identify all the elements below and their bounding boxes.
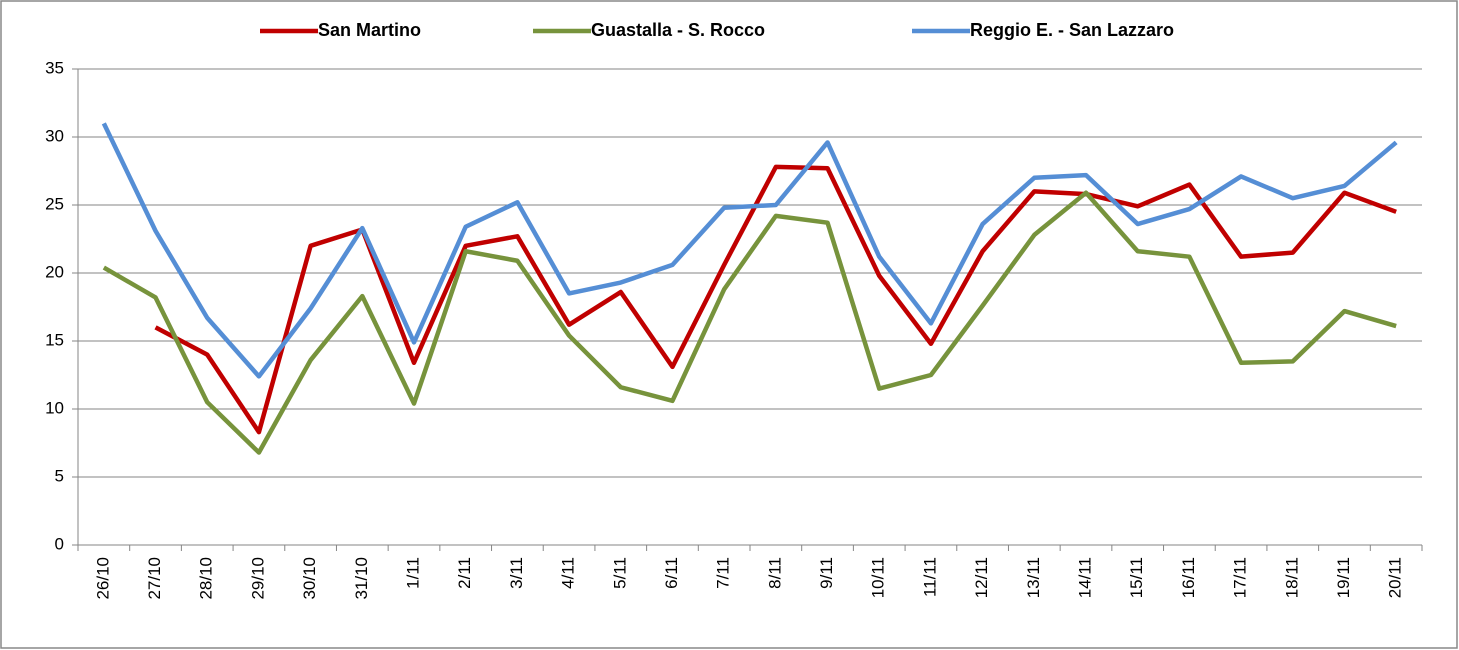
line-series [101, 122, 1398, 379]
x-tick-label: 14/11 [1075, 557, 1094, 598]
y-tick-label: 0 [55, 534, 64, 553]
x-tick-label: 16/11 [1179, 557, 1198, 598]
legend-text: Guastalla - S. Rocco [591, 20, 765, 40]
x-tick-label: 11/11 [920, 557, 939, 597]
x-tick-label: 31/10 [352, 557, 371, 600]
x-tick-label: 27/10 [145, 557, 164, 600]
x-tick-label: 15/11 [1127, 557, 1146, 598]
x-tick-label: 17/11 [1231, 557, 1250, 598]
y-tick-label: 30 [45, 126, 64, 145]
x-tick-label: 2/11 [455, 557, 474, 589]
x-tick-label: 29/10 [248, 557, 267, 600]
legend-text: Reggio E. - San Lazzaro [970, 20, 1174, 40]
x-tick-label: 26/10 [93, 557, 112, 600]
y-tick-label: 25 [45, 194, 64, 213]
line-series [102, 190, 1397, 455]
x-tick-label: 18/11 [1282, 557, 1301, 598]
x-tick-label: 7/11 [714, 557, 733, 589]
y-tick-label: 15 [45, 330, 64, 349]
x-tick-label: 6/11 [662, 557, 681, 589]
x-tick-label: 3/11 [507, 557, 526, 589]
y-tick-label: 5 [55, 466, 64, 485]
x-tick-label: 9/11 [817, 557, 836, 589]
x-tick-label: 12/11 [972, 557, 991, 598]
y-tick-label: 35 [45, 58, 64, 77]
x-tick-label: 30/10 [300, 557, 319, 600]
x-tick-label: 8/11 [765, 557, 784, 589]
x-tick-label: 4/11 [559, 557, 578, 589]
y-tick-label: 10 [45, 398, 64, 417]
y-tick-label: 20 [45, 262, 64, 281]
x-tick-label: 28/10 [197, 557, 216, 600]
x-tick-label: 1/11 [403, 557, 422, 589]
x-tick-label: 13/11 [1024, 557, 1043, 598]
x-tick-label: 10/11 [869, 557, 888, 598]
x-tick-label: 19/11 [1334, 557, 1353, 598]
x-tick-label: 20/11 [1386, 557, 1405, 598]
legend-text: San Martino [318, 20, 421, 40]
x-tick-label: 5/11 [610, 557, 629, 589]
